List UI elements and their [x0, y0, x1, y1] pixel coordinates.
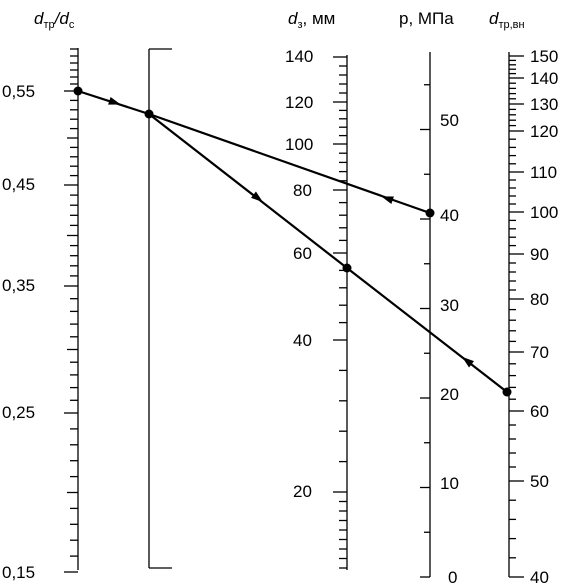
- d3-scale: 140 120 100 80 60 40 20: [285, 47, 348, 570]
- dtr-label-120: 120: [530, 122, 558, 141]
- dtr-label-40: 40: [530, 568, 549, 587]
- pressure-label-30: 30: [440, 296, 459, 315]
- pressure-scale: 50 40 30 20 10 0: [420, 52, 459, 587]
- d3-ticks: [333, 56, 347, 569]
- ratio-scale-title: dтр/dс: [34, 9, 75, 31]
- route-pivot-to-d3: [148, 113, 348, 269]
- dtr-ticks: [509, 55, 524, 578]
- d3-label-20: 20: [293, 482, 312, 501]
- dtr-label-90: 90: [530, 245, 549, 264]
- ratio-label-025: 0,25: [2, 403, 35, 422]
- ratio-label-015: 0,15: [2, 563, 35, 582]
- ratio-ticks: [64, 48, 78, 573]
- dtr-label-50: 50: [530, 472, 549, 491]
- pressure-label-10: 10: [440, 474, 459, 493]
- pressure-label-50: 50: [440, 111, 459, 130]
- pressure-point: [425, 208, 435, 218]
- dtr-tick-labels: 150 140 130 120 110 100 90 80 70 60 50 4…: [530, 47, 558, 587]
- pressure-label-20: 20: [440, 385, 459, 404]
- example-routes: [73, 86, 512, 397]
- dtr-label-140: 140: [530, 69, 558, 88]
- pivot-scale: [148, 48, 172, 569]
- pressure-tick-labels: 50 40 30 20 10 0: [440, 111, 459, 587]
- ratio-label-045: 0,45: [2, 175, 35, 194]
- dtr-label-110: 110: [530, 163, 557, 182]
- dtr-label-60: 60: [530, 402, 549, 421]
- d3-label-120: 120: [285, 93, 313, 112]
- pressure-ticks: [420, 84, 430, 578]
- dtr-label-130: 130: [530, 95, 558, 114]
- dtr-point: [502, 387, 512, 397]
- d3-label-40: 40: [293, 331, 312, 350]
- pivot-point: [144, 109, 154, 119]
- d3-label-100: 100: [285, 135, 313, 154]
- arrow-right-icon: [108, 97, 121, 105]
- arrow-up-left-icon: [462, 356, 474, 368]
- d3-label-140: 140: [285, 47, 313, 66]
- dtr-label-150: 150: [530, 47, 558, 66]
- dtr-label-80: 80: [530, 290, 549, 309]
- dtr-scale-title: dтр,вн: [489, 9, 525, 31]
- ratio-scale: 0,55 0,45 0,35 0,25 0,15: [2, 48, 79, 582]
- dtr-label-70: 70: [530, 343, 549, 362]
- ratio-label-035: 0,35: [2, 276, 35, 295]
- pressure-scale-title: p, МПа: [399, 9, 454, 28]
- d3-label-60: 60: [293, 244, 312, 263]
- ratio-tick-labels: 0,55 0,45 0,35 0,25 0,15: [2, 82, 35, 582]
- arrow-left-icon: [381, 196, 394, 205]
- arrow-down-right-icon: [251, 191, 263, 203]
- dtr-label-100: 100: [530, 203, 558, 222]
- route-dtr-to-d3: [346, 267, 508, 393]
- pressure-label-0: 0: [448, 568, 457, 587]
- ratio-label-055: 0,55: [2, 82, 35, 101]
- pressure-label-40: 40: [440, 206, 459, 225]
- dtr-scale: 150 140 130 120 110 100 90 80 70 60 50 4…: [508, 47, 558, 587]
- ratio-point: [73, 86, 83, 96]
- d3-tick-labels: 140 120 100 80 60 40 20: [285, 47, 313, 501]
- d3-scale-title: dз, мм: [288, 9, 335, 31]
- d3-label-80: 80: [293, 181, 312, 200]
- d3-point: [342, 263, 352, 273]
